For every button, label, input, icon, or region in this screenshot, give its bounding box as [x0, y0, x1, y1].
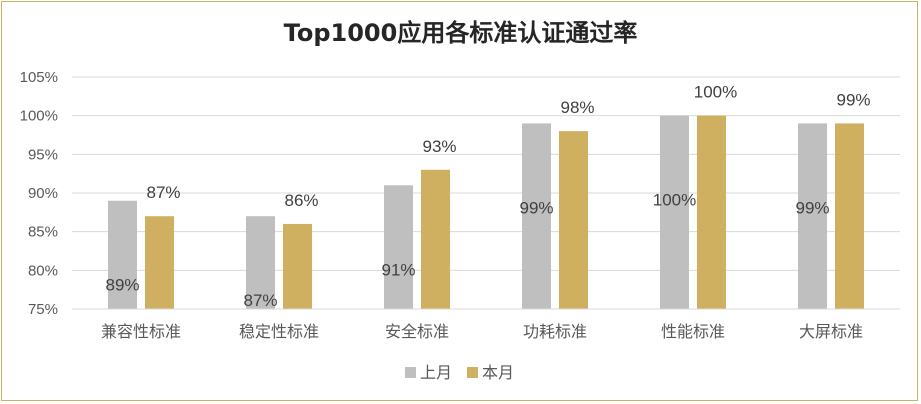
data-label: 93% — [422, 137, 456, 156]
bar-last-month — [522, 123, 551, 310]
y-tick-label: 105% — [20, 69, 58, 86]
bar-this-month — [835, 123, 864, 310]
bar-last-month — [798, 123, 827, 310]
y-tick-label: 75% — [28, 301, 58, 318]
x-axis: 兼容性标准 稳定性标准 安全标准 功耗标准 性能标准 大屏标准 — [72, 308, 900, 341]
y-tick-label: 80% — [28, 262, 58, 279]
bar-last-month — [246, 216, 275, 309]
x-tick-label: 性能标准 — [661, 322, 725, 341]
legend: 上月 本月 — [405, 363, 514, 382]
bar-this-month — [697, 115, 726, 310]
gridlines — [72, 76, 900, 310]
x-tick-label: 大屏标准 — [799, 322, 863, 341]
data-label: 87% — [146, 183, 180, 202]
data-label: 99% — [519, 198, 553, 217]
bar-this-month — [283, 223, 312, 309]
data-label: 100% — [653, 191, 696, 210]
bar-last-month — [660, 115, 689, 310]
bar-this-month — [559, 131, 588, 309]
data-label: 86% — [284, 191, 318, 210]
x-tick-label: 稳定性标准 — [239, 322, 319, 341]
legend-swatch — [405, 367, 416, 378]
data-label: 99% — [836, 90, 870, 109]
data-label: 89% — [105, 276, 139, 295]
chart-title: Top1000应用各标准认证通过率 — [283, 19, 638, 47]
bars: 89% 87% 87% 86% 91% 93% 99% 98% 100% 100% 99% 99% — [105, 83, 870, 311]
bar-this-month — [421, 169, 450, 309]
data-label: 91% — [381, 260, 415, 279]
data-label: 87% — [243, 291, 277, 310]
y-tick-label: 95% — [28, 146, 58, 163]
y-tick-label: 90% — [28, 185, 58, 202]
data-label: 99% — [795, 198, 829, 217]
data-label: 100% — [694, 83, 737, 102]
y-tick-label: 85% — [28, 224, 58, 241]
data-label: 98% — [560, 98, 594, 117]
legend-swatch — [467, 367, 478, 378]
x-tick-label: 兼容性标准 — [101, 322, 181, 341]
legend-label: 本月 — [482, 363, 514, 382]
bar-last-month — [384, 185, 413, 309]
y-tick-label: 100% — [20, 108, 58, 125]
x-tick-label: 功耗标准 — [523, 322, 587, 341]
x-tick-label: 安全标准 — [385, 322, 449, 341]
bar-last-month — [108, 200, 137, 309]
legend-label: 上月 — [420, 363, 452, 382]
bar-this-month — [145, 216, 174, 309]
y-axis: 75% 80% 85% 90% 95% 100% 105% — [20, 69, 58, 318]
